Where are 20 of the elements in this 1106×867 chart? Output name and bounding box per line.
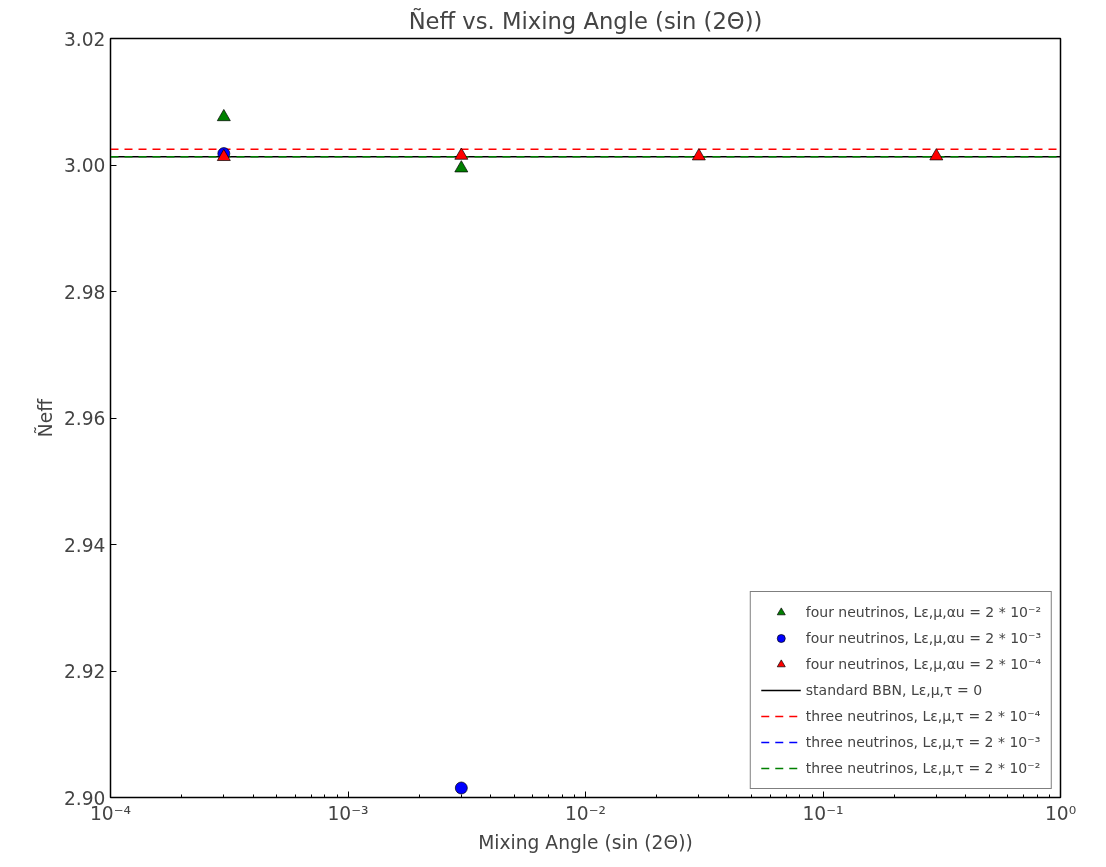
x-tick-label: 10⁻³ [327, 802, 369, 824]
legend-label: four neutrinos, Lε,μ,αu = 2 * 10⁻³ [805, 630, 1041, 646]
legend-label: four neutrinos, Lε,μ,αu = 2 * 10⁻⁴ [805, 656, 1041, 672]
legend-label: three neutrinos, Lε,μ,τ = 2 * 10⁻² [805, 760, 1041, 776]
x-tick-label: 10⁻² [564, 802, 607, 824]
legend-label: standard BBN, Lε,μ,τ = 0 [805, 682, 983, 698]
legend-label: three neutrinos, Lε,μ,τ = 2 * 10⁻⁴ [805, 708, 1041, 724]
chart-title: Ñeff vs. Mixing Angle (sin (2Θ)) [408, 6, 763, 34]
y-tick-label: 2.98 [63, 281, 106, 303]
y-tick-label: 2.94 [63, 534, 106, 556]
x-axis-title: Mixing Angle (sin (2Θ)) [478, 831, 693, 853]
x-tick-label: 10⁰ [1044, 802, 1077, 824]
y-axis-title: Ñeff [33, 397, 56, 438]
legend-label: three neutrinos, Lε,μ,τ = 2 * 10⁻³ [805, 734, 1041, 750]
x-tick-label: 10⁻¹ [802, 802, 844, 824]
legend-label: four neutrinos, Lε,μ,αu = 2 * 10⁻² [805, 604, 1041, 620]
y-tick-label: 2.92 [63, 661, 106, 682]
y-tick-label: 3.00 [63, 155, 106, 176]
y-tick-label: 2.96 [63, 408, 106, 429]
y-tick-label: 3.02 [63, 28, 106, 50]
